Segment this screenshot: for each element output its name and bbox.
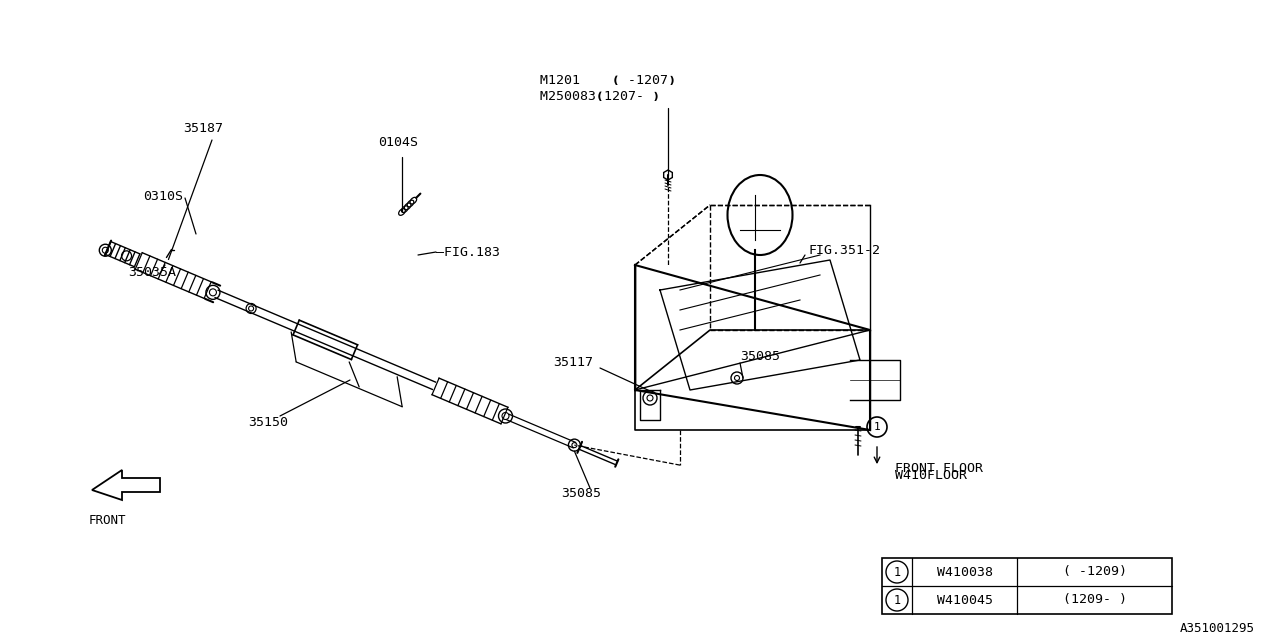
Text: W410045: W410045: [937, 593, 993, 607]
Text: W410038: W410038: [937, 566, 993, 579]
Text: (1209- ): (1209- ): [1062, 593, 1126, 607]
Text: ( -1209): ( -1209): [1062, 566, 1126, 579]
Text: W410FLOOR: W410FLOOR: [895, 468, 966, 481]
Text: 0310S: 0310S: [143, 189, 183, 202]
Bar: [882, 558, 1172, 614]
Text: —FIG.183: —FIG.183: [436, 246, 500, 259]
Text: 1: 1: [893, 593, 901, 607]
Text: FRONT FLOOR: FRONT FLOOR: [895, 461, 983, 474]
Text: 35150: 35150: [248, 415, 288, 429]
Text: 1: 1: [874, 422, 881, 432]
Text: FRONT: FRONT: [88, 513, 125, 527]
Text: 35187: 35187: [183, 122, 223, 134]
Text: 35085: 35085: [740, 349, 780, 362]
Text: FIG.351-2: FIG.351-2: [808, 243, 881, 257]
Text: 0104S: 0104S: [378, 136, 419, 148]
Text: 1: 1: [893, 566, 901, 579]
Text: M1201    ❪ -1207❫: M1201 ❪ -1207❫: [540, 74, 676, 86]
Text: A351001295: A351001295: [1180, 621, 1254, 634]
Text: 35117: 35117: [553, 355, 593, 369]
Text: M250083❪1207- ❫: M250083❪1207- ❫: [540, 90, 660, 102]
Text: 35035A: 35035A: [128, 266, 177, 278]
Text: 35085: 35085: [561, 486, 602, 499]
